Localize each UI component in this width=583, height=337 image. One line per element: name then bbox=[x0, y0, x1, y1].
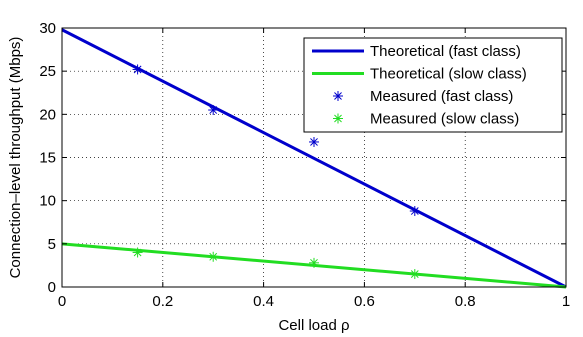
y-axis-label: Connection–level throughput (Mbps) bbox=[7, 37, 24, 279]
legend-box bbox=[303, 37, 563, 133]
y-tick-label: 0 bbox=[48, 279, 56, 296]
x-axis-label: Cell load ρ bbox=[278, 317, 349, 334]
y-tick-label: 20 bbox=[39, 106, 56, 123]
marker-stroke bbox=[410, 270, 419, 278]
y-tick-label: 10 bbox=[39, 193, 56, 210]
legend-label: Theoretical (slow class) bbox=[370, 66, 527, 83]
x-tick-label: 0.2 bbox=[152, 293, 173, 310]
legend: Theoretical (fast class) Theoretical (slo… bbox=[303, 37, 563, 133]
y-tick-label: 25 bbox=[39, 63, 56, 80]
marker-stroke bbox=[133, 248, 142, 257]
data-point bbox=[309, 136, 319, 147]
legend-label: Measured (slow class) bbox=[370, 111, 519, 128]
data-point bbox=[208, 105, 219, 116]
marker-stroke bbox=[209, 106, 218, 114]
y-tick-label: 5 bbox=[48, 236, 56, 253]
series-layer bbox=[61, 28, 567, 289]
data-point bbox=[132, 247, 143, 258]
data-point bbox=[208, 251, 219, 262]
x-tick-label: 0 bbox=[58, 293, 66, 310]
marker-stroke bbox=[410, 207, 419, 215]
legend-marker-swatch bbox=[333, 91, 343, 101]
x-tick-label: 0.4 bbox=[253, 293, 274, 310]
legend-label: Theoretical (fast class) bbox=[370, 43, 521, 60]
series-line bbox=[61, 28, 567, 289]
marker-stroke bbox=[334, 114, 342, 123]
marker-stroke bbox=[209, 252, 218, 261]
legend-label: Measured (fast class) bbox=[370, 88, 513, 105]
legend-marker-swatch bbox=[333, 113, 343, 124]
data-point bbox=[309, 257, 319, 268]
marker-stroke bbox=[133, 65, 142, 74]
marker-stroke bbox=[310, 138, 318, 146]
data-point bbox=[132, 64, 143, 75]
x-tick-label: 0.6 bbox=[354, 293, 375, 310]
marker-stroke bbox=[334, 92, 342, 100]
y-tick-label: 30 bbox=[39, 20, 56, 37]
y-tick-label: 15 bbox=[39, 150, 56, 167]
data-point bbox=[409, 269, 420, 280]
x-tick-label: 0.8 bbox=[455, 293, 476, 310]
data-point bbox=[409, 206, 420, 217]
x-tick-label: 1 bbox=[562, 293, 570, 310]
marker-stroke bbox=[310, 258, 318, 267]
axis-ticks bbox=[61, 27, 567, 288]
